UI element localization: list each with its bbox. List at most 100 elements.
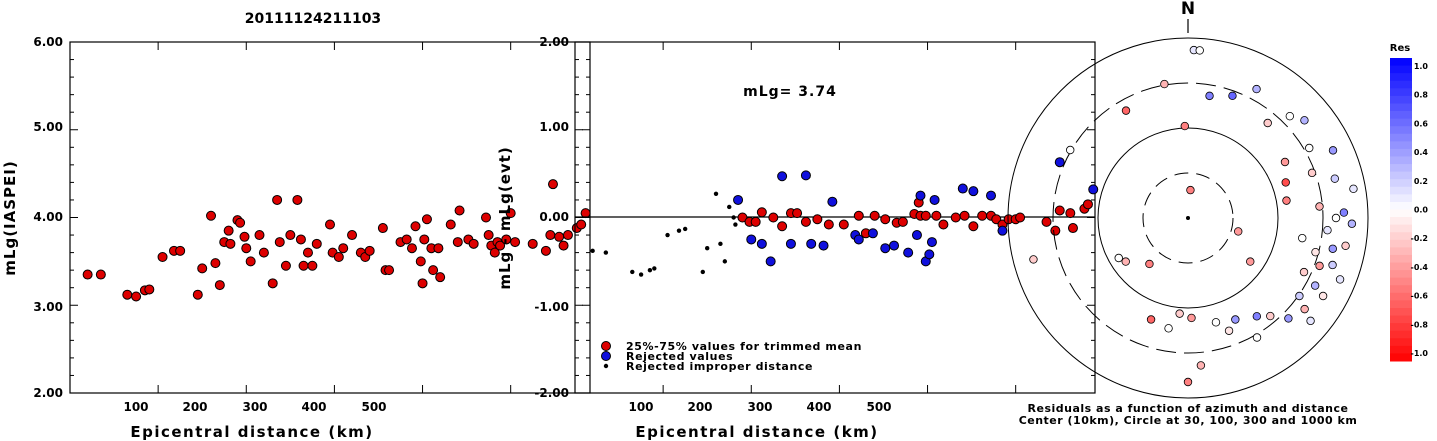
station-point [1114,253,1123,263]
data-point [347,230,358,241]
station-point [1285,111,1295,121]
colorbar-swatch [1390,285,1412,294]
data-point [756,238,767,249]
station-point [1266,311,1275,321]
y-tick-label: 2.00 [539,35,569,49]
y-tick-label: 4.00 [33,210,63,224]
data-point [175,245,186,256]
data-point [792,208,803,219]
data-point [501,234,512,245]
data-point [737,212,748,223]
data-point [241,243,252,254]
station-point [1349,184,1358,194]
legend-label-trimmed: 25%-75% values for trimmed mean [626,340,862,353]
colorbar-swatch [1390,118,1412,127]
data-point-improper [676,228,682,233]
station-point [1307,168,1317,178]
data-point-improper [630,269,635,275]
colorbar-swatch [1390,300,1412,309]
station-point [1315,261,1324,271]
colorbar-swatch [1390,164,1412,173]
colorbar-label: -0.4 [1411,263,1429,272]
data-point [889,240,900,251]
colorbar-swatch [1390,330,1412,339]
data-point [192,289,203,300]
data-point [562,230,573,241]
data-point-improper [722,259,728,264]
data-point [938,219,949,230]
y-tick-label: 2.00 [33,386,63,400]
data-point [225,238,236,249]
x-axis-label: Epicentral distance (km) [635,423,878,441]
data-point [325,219,335,230]
data-point [823,219,834,230]
data-point [157,251,168,262]
colorbar-swatch [1390,95,1412,104]
colorbar-swatch [1390,277,1412,286]
colorbar-swatch [1390,88,1412,97]
station-point [1341,241,1350,250]
caption-line-1: Residuals as a function of azimuth and d… [1028,402,1349,415]
colorbar-label: 0.4 [1414,148,1429,157]
station-point [1339,208,1349,217]
colorbar-swatch [1390,209,1412,218]
data-point [223,225,234,236]
station-point [1284,314,1293,323]
x-tick-label: 300 [242,400,267,414]
y-tick-label: 5.00 [33,120,63,134]
data-point [428,265,439,276]
data-point [959,210,970,221]
data-point [838,219,849,230]
data-point [1050,225,1061,236]
data-point-improper [682,226,688,232]
data-point [558,240,569,251]
station-point [1180,121,1189,131]
station-point [1310,281,1320,290]
data-point [452,237,463,248]
colorbar-swatch [1390,232,1412,241]
x-tick-label: 200 [687,400,712,414]
data-point [435,272,446,283]
ring-30km [1142,172,1234,264]
station-point [1328,244,1337,253]
colorbar-swatch [1390,80,1412,89]
y-tick-label: -1.00 [534,300,569,314]
data-point [131,291,142,302]
data-point [818,240,829,251]
station-point [1323,226,1332,235]
data-point [338,243,349,254]
data-point [401,234,412,245]
colorbar-swatch [1390,315,1412,324]
data-point [417,278,428,289]
data-point-improper [638,272,644,277]
station-point [1295,291,1304,301]
north-label: N [1181,0,1195,19]
data-point [235,217,246,228]
data-point [800,170,811,181]
data-point [274,237,285,248]
data-point [144,284,155,295]
data-point-improper [647,267,653,273]
colorbar-label: 1.0 [1414,62,1429,71]
y-tick-label: 6.00 [33,35,63,49]
data-point [419,234,430,245]
colorbar-swatch [1390,323,1412,332]
y-tick-label: 1.00 [539,120,569,134]
data-point [768,212,779,223]
y-tick-label: -2.00 [534,386,569,400]
data-point [1015,212,1026,223]
data-point [384,265,395,276]
colorbar-swatch [1390,156,1412,165]
data-point [267,278,278,289]
station-point [1328,260,1337,270]
data-point [433,243,444,254]
data-point [245,256,256,267]
data-point [911,230,922,241]
colorbar-label: -1.0 [1411,349,1429,358]
colorbar-swatch [1390,148,1412,157]
colorbar-label: 0.2 [1414,177,1428,186]
data-point [554,231,565,242]
colorbar-swatch [1390,270,1412,279]
data-point [483,230,494,241]
station-point [1331,213,1341,223]
